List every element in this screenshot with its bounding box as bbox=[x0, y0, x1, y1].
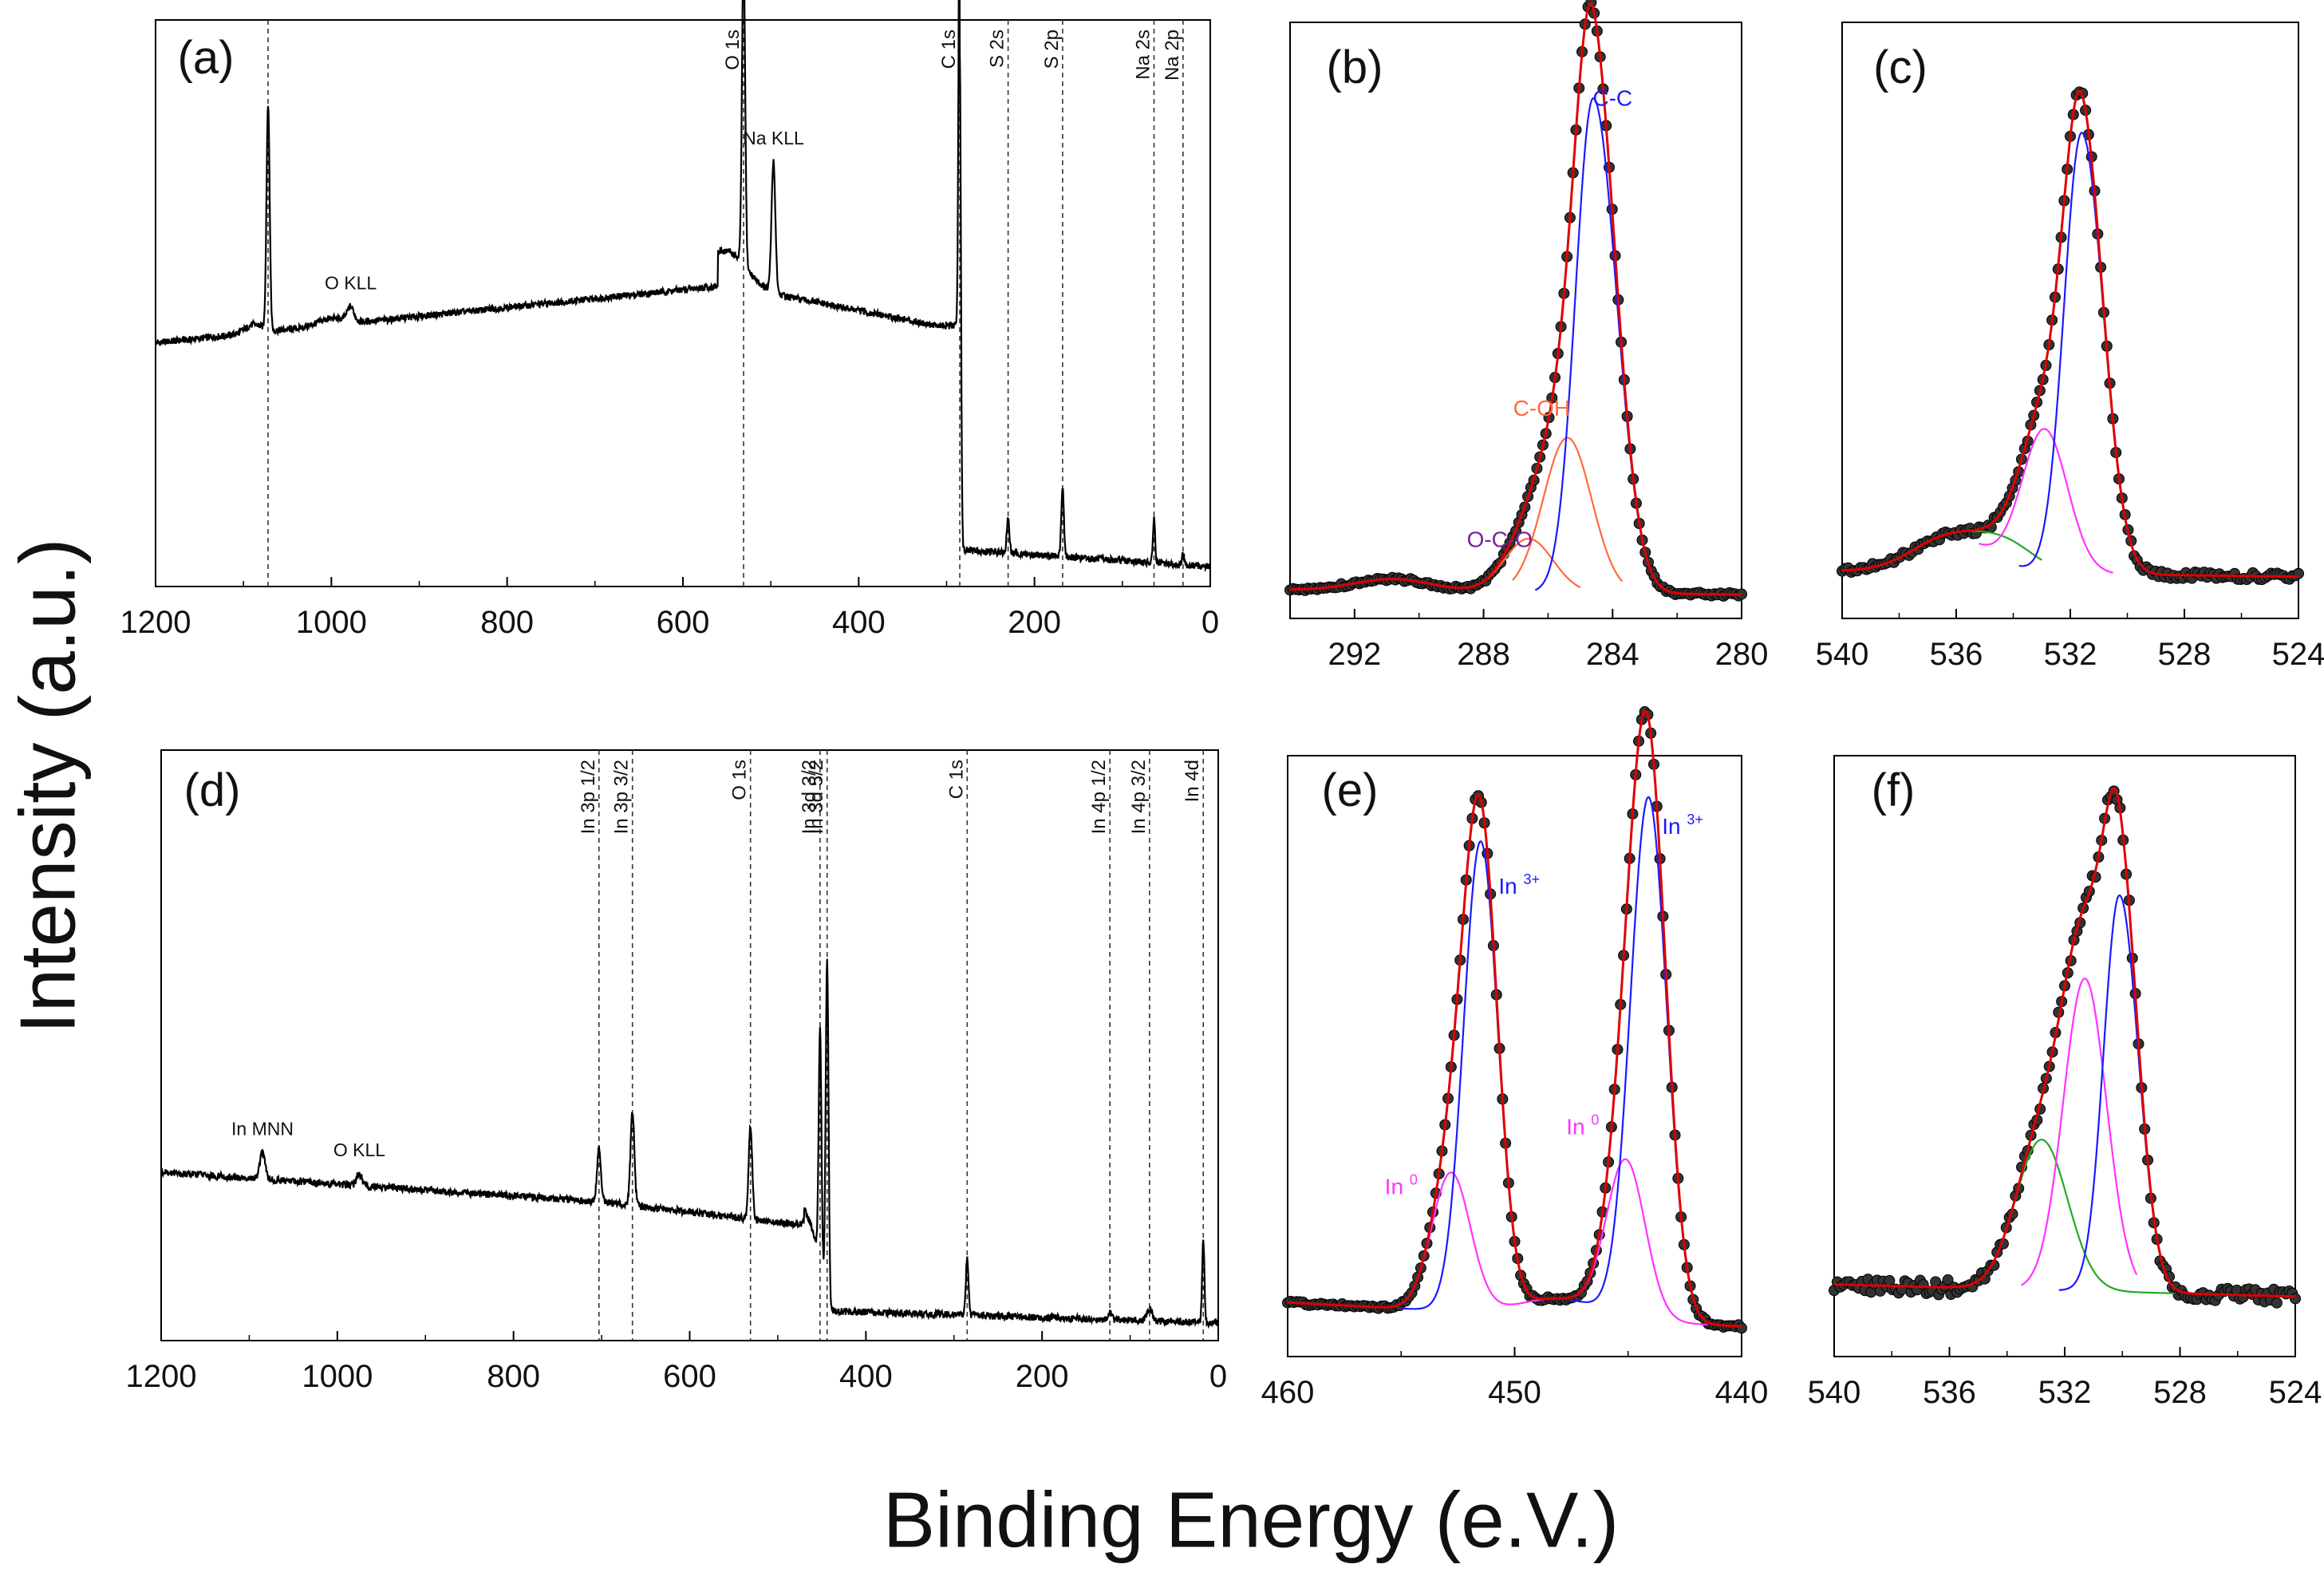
annotation: Na KLL bbox=[743, 128, 804, 148]
panel-label: (c) bbox=[1873, 41, 1927, 93]
peak-label: In 3d 5/2 bbox=[806, 760, 827, 834]
oco-component bbox=[1486, 537, 1581, 589]
peak-label: In 4p 3/2 bbox=[1128, 760, 1150, 834]
x-tick-label: 280 bbox=[1715, 637, 1769, 672]
panel-label: (d) bbox=[184, 764, 241, 816]
annotation: In MNN bbox=[231, 1118, 294, 1139]
data-point bbox=[1942, 1274, 1954, 1286]
fit-envelope bbox=[1833, 788, 2296, 1298]
peak-label: C 1s bbox=[938, 30, 960, 69]
peak-label: S 2p bbox=[1041, 30, 1063, 69]
x-tick-label: 460 bbox=[1261, 1375, 1315, 1410]
x-tick-label: 1000 bbox=[302, 1359, 373, 1394]
component-1 bbox=[2018, 132, 2156, 575]
x-tick-label: 200 bbox=[1016, 1359, 1069, 1394]
x-tick-label: 600 bbox=[663, 1359, 716, 1394]
peak-label: In 3p 1/2 bbox=[578, 760, 599, 834]
data-point bbox=[2271, 1297, 2283, 1309]
cc-label: C-C bbox=[1592, 86, 1632, 111]
survey-spectrum bbox=[154, 0, 1211, 573]
panel-2: 540 536 532 528 524 (c) bbox=[1816, 22, 2324, 672]
x-tick-label: 532 bbox=[2038, 1375, 2092, 1410]
annotation: O KLL bbox=[333, 1140, 385, 1160]
peak-label: In 3p 3/2 bbox=[611, 760, 633, 834]
cc-component bbox=[1534, 97, 1646, 591]
x-tick-label: 600 bbox=[657, 605, 710, 640]
state-label: In 3+ bbox=[1662, 812, 1703, 839]
fit-envelope bbox=[1289, 2, 1742, 596]
x-tick-label: 800 bbox=[480, 605, 534, 640]
data-point bbox=[1736, 1322, 1747, 1334]
x-tick-label: 400 bbox=[839, 1359, 893, 1394]
x-tick-label: 1200 bbox=[126, 1359, 197, 1394]
peak-label: O 1s bbox=[729, 760, 751, 800]
x-tick-label: 1000 bbox=[296, 605, 367, 640]
peak-label: Na 2p bbox=[1162, 30, 1183, 81]
x-tick-label: 800 bbox=[487, 1359, 540, 1394]
panel-label: (a) bbox=[178, 32, 235, 84]
state-label: In 0 bbox=[1566, 1112, 1599, 1139]
x-tick-label: 292 bbox=[1328, 637, 1381, 672]
component-1 bbox=[2058, 894, 2167, 1291]
oco-label: O-C-O bbox=[1467, 527, 1533, 551]
x-axis-title: Binding Energy (e.V.) bbox=[882, 1475, 1620, 1564]
x-tick-label: 536 bbox=[1923, 1375, 1976, 1410]
component-3 bbox=[1970, 530, 2043, 561]
peak-label: In 4p 1/2 bbox=[1088, 760, 1110, 834]
x-tick-label: 288 bbox=[1457, 637, 1510, 672]
panel-frame bbox=[160, 749, 1219, 1341]
panel-0: 1200 1000 800 600 400 200 0 (a) O 1s C 1s S 2s S 2p… bbox=[120, 0, 1219, 640]
peak-label: C 1s bbox=[945, 760, 967, 799]
peak-label: In 4d bbox=[1182, 760, 1203, 802]
state-label: In 3+ bbox=[1498, 871, 1540, 899]
x-tick-label: 540 bbox=[1816, 637, 1869, 672]
survey-spectrum bbox=[160, 958, 1220, 1329]
peak-label: In 3d 3/2 bbox=[799, 760, 820, 834]
x-tick-label: 200 bbox=[1008, 605, 1061, 640]
panel-label: (f) bbox=[1872, 764, 1916, 816]
panel-label: (e) bbox=[1322, 764, 1379, 816]
panel-frame bbox=[1833, 755, 2296, 1357]
peak-label: S 2s bbox=[987, 30, 1008, 68]
x-tick-label: 0 bbox=[1201, 605, 1219, 640]
panel-4: 460 450 440 (e) In 3+ In 3+ In 0 In 0 bbox=[1261, 706, 1769, 1410]
x-tick-label: 528 bbox=[2158, 637, 2212, 672]
panel-frame bbox=[1287, 755, 1742, 1357]
x-tick-label: 0 bbox=[1209, 1359, 1227, 1394]
peak-label: O 1s bbox=[722, 30, 744, 70]
panel-3: 1200 1000 800 600 400 200 0 (d) In 3p 1/2 In 3p 3… bbox=[126, 749, 1227, 1394]
component-2 bbox=[2021, 978, 2138, 1286]
annotation: O KLL bbox=[325, 272, 377, 293]
panel-5: 540 536 532 528 524 (f) bbox=[1808, 755, 2322, 1410]
y-axis-title: Intensity (a.u.) bbox=[3, 538, 92, 1034]
x-tick-label: 532 bbox=[2044, 637, 2097, 672]
data-point bbox=[2290, 1293, 2301, 1305]
coh-component bbox=[1512, 436, 1624, 583]
peak-label: Na 2s bbox=[1132, 30, 1154, 80]
coh-label: C-OH bbox=[1513, 396, 1571, 421]
fit-envelope bbox=[1841, 89, 2299, 579]
fit-envelope bbox=[1287, 709, 1742, 1328]
x-tick-label: 528 bbox=[2153, 1375, 2207, 1410]
panel-label: (b) bbox=[1327, 41, 1383, 93]
state-label: In 0 bbox=[1385, 1172, 1418, 1199]
x-tick-label: 400 bbox=[832, 605, 886, 640]
x-tick-label: 524 bbox=[2272, 637, 2324, 672]
x-tick-label: 284 bbox=[1586, 637, 1639, 672]
x-tick-label: 540 bbox=[1808, 1375, 1861, 1410]
panel-frame bbox=[1289, 22, 1742, 619]
panel-frame bbox=[155, 19, 1211, 587]
component-2 bbox=[1979, 428, 2114, 574]
x-tick-label: 536 bbox=[1930, 637, 1983, 672]
x-tick-label: 440 bbox=[1715, 1375, 1769, 1410]
x-tick-label: 1200 bbox=[120, 605, 191, 640]
panel-1: 292 288 284 280 (b) C-C C-OH O-C-O bbox=[1284, 0, 1769, 672]
x-tick-label: 450 bbox=[1488, 1375, 1541, 1410]
x-tick-label: 524 bbox=[2269, 1375, 2322, 1410]
